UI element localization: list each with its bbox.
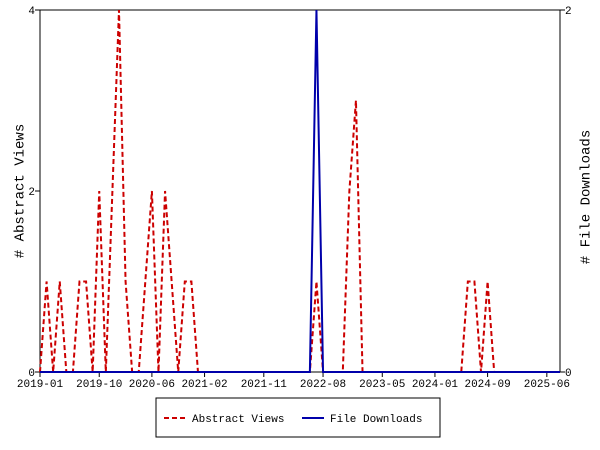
x-tick-label: 2024-09 xyxy=(464,379,510,391)
y-axis-title: # Abstract Views xyxy=(13,124,29,258)
x-tick-label: 2021-02 xyxy=(181,379,227,391)
legend-label: File Downloads xyxy=(330,414,422,426)
y2-tick-label: 2 xyxy=(565,6,572,18)
y-tick-label: 4 xyxy=(28,6,35,18)
series-line xyxy=(40,9,560,373)
x-tick-label: 2019-01 xyxy=(17,379,64,391)
x-tick-label: 2019-10 xyxy=(76,379,122,391)
x-tick-label: 2023-05 xyxy=(359,379,405,391)
x-tick-label: 2025-06 xyxy=(524,379,570,391)
x-tick-label: 2020-06 xyxy=(129,379,175,391)
legend xyxy=(155,397,441,438)
x-tick-label: 2024-01 xyxy=(412,379,459,391)
series-line xyxy=(39,9,560,373)
legend-label: Abstract Views xyxy=(192,414,284,426)
y2-axis-title: # File Downloads xyxy=(579,130,595,264)
x-tick-label: 2021-11 xyxy=(241,379,288,391)
y-tick-label: 2 xyxy=(28,187,35,199)
y2-tick-label: 0 xyxy=(565,368,572,380)
x-tick-label: 2022-08 xyxy=(300,379,346,391)
y-tick-label: 0 xyxy=(28,368,35,380)
